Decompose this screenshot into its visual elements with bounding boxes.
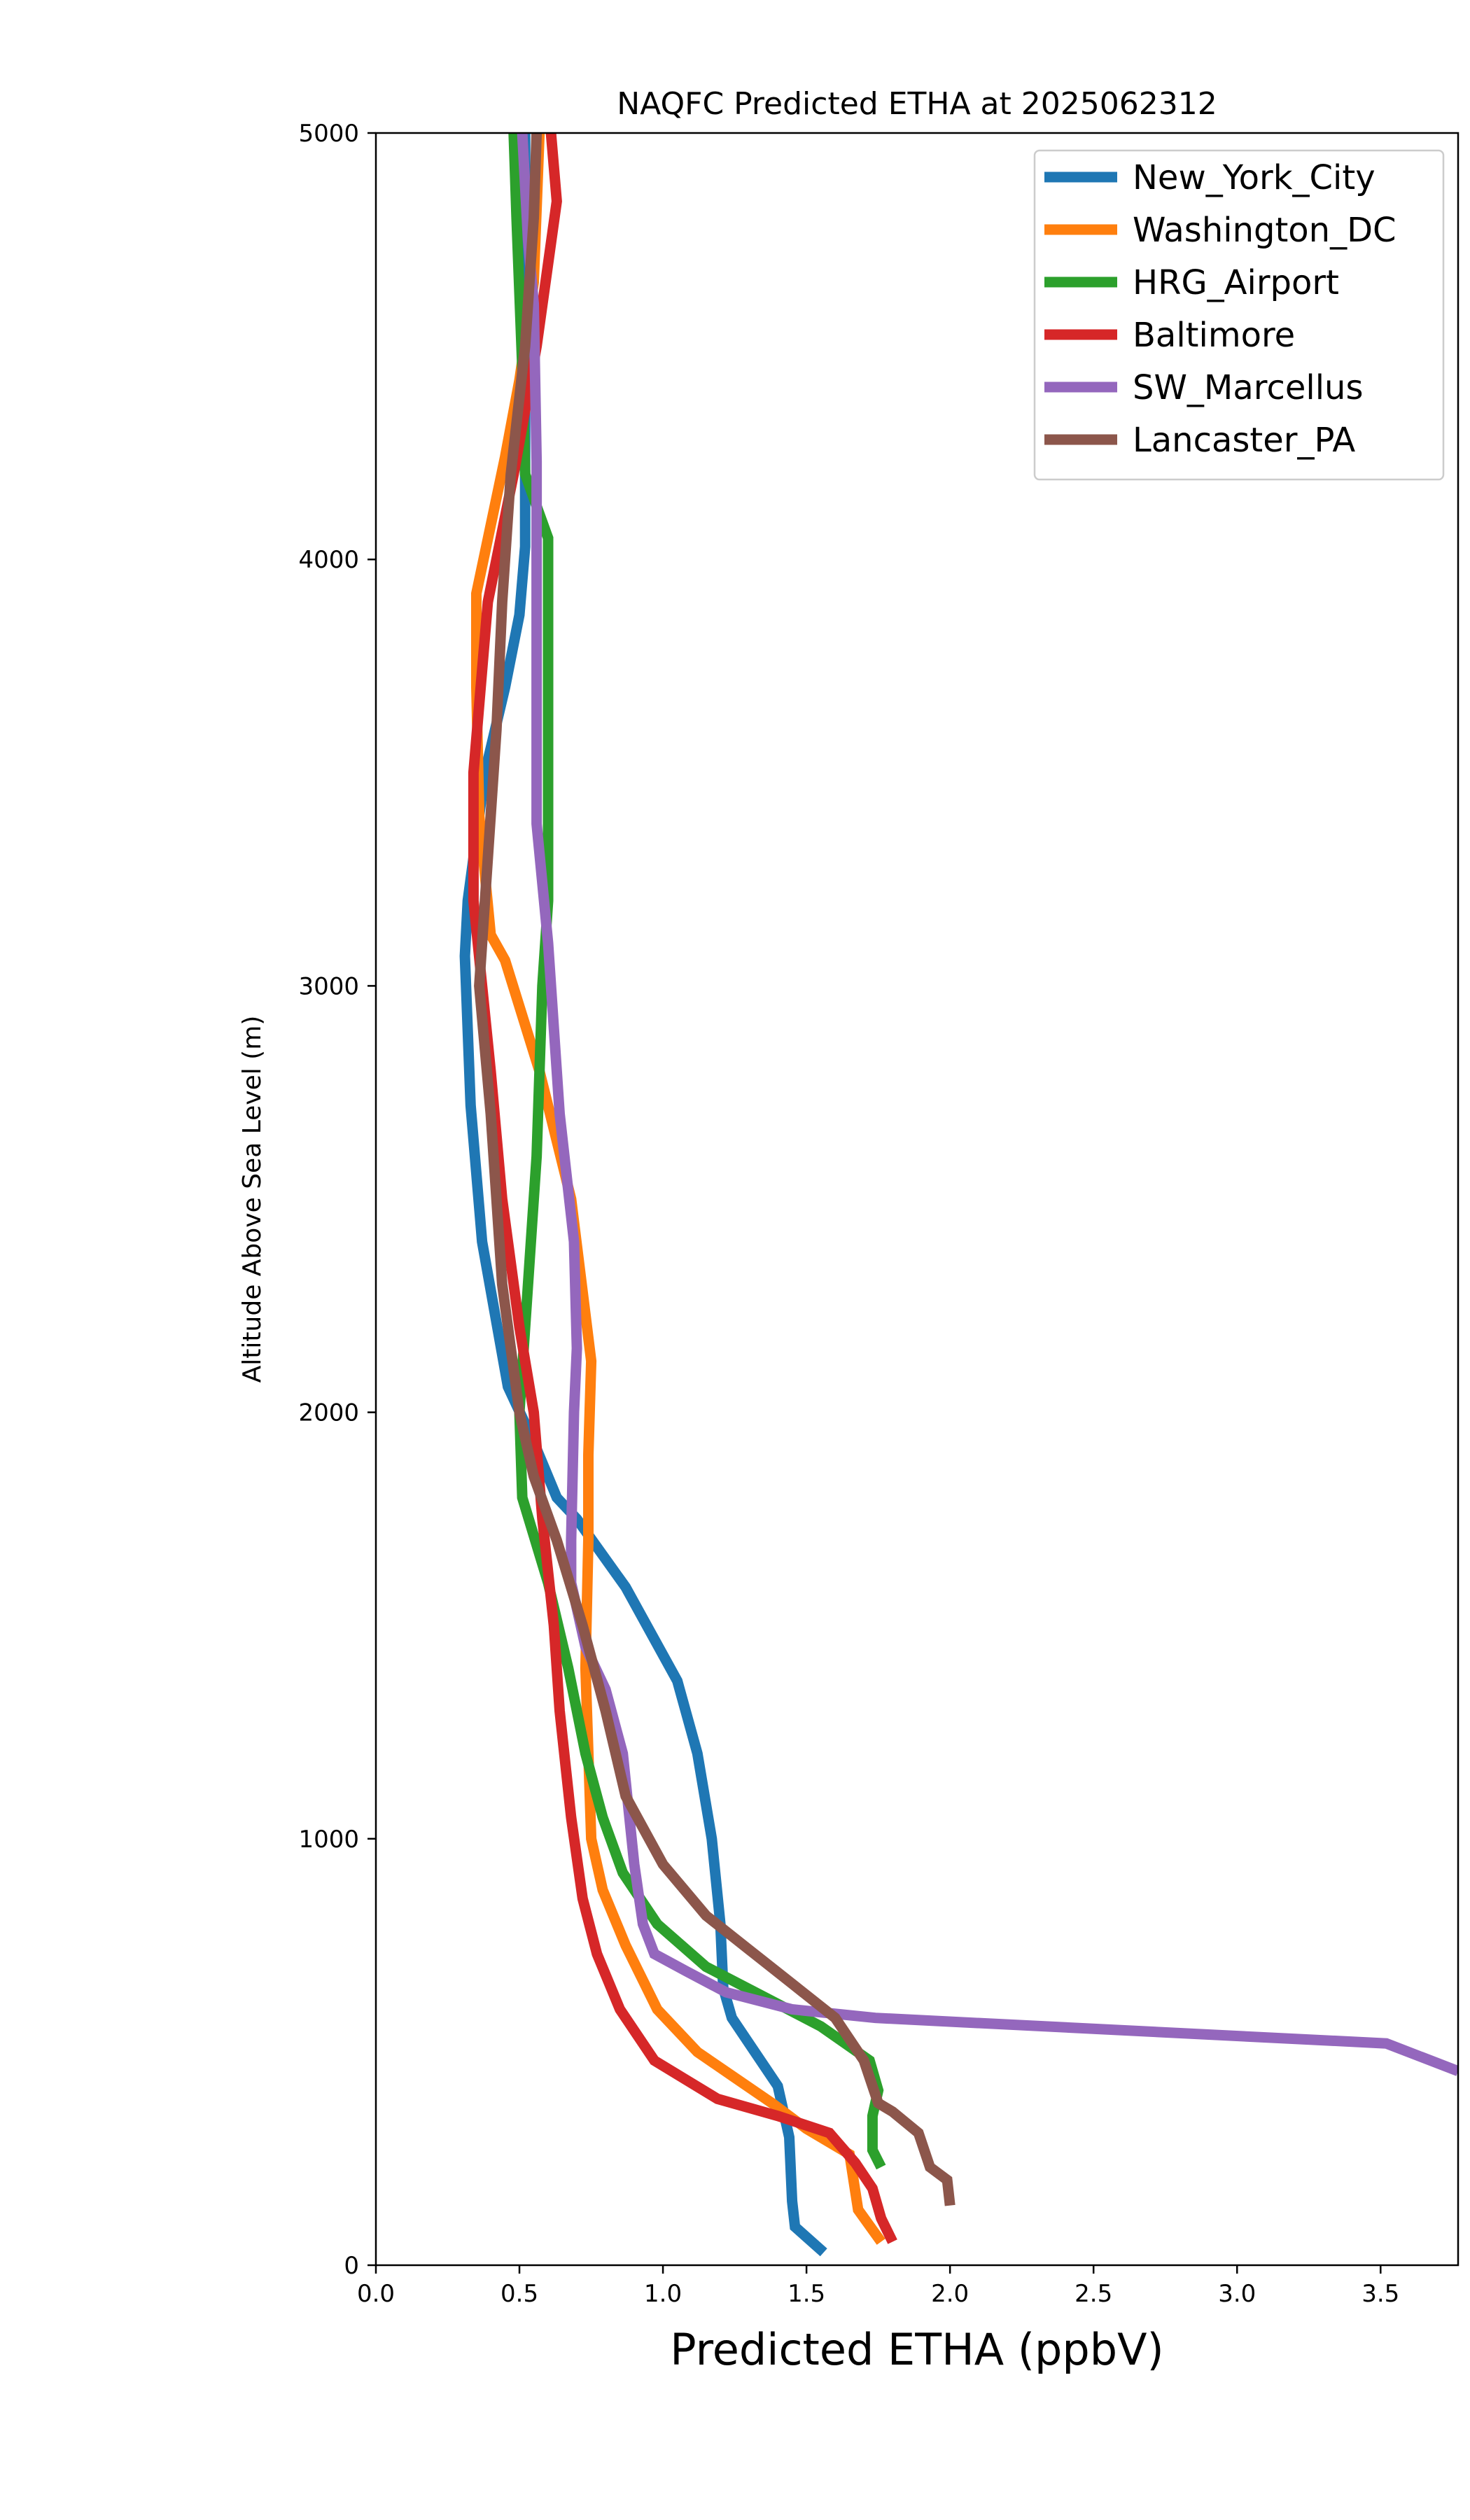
legend: New_York_City Washington_DC HRG_Airport Bal… bbox=[1033, 149, 1445, 481]
x-tick-label: 2.5 bbox=[1074, 2280, 1112, 2308]
legend-box bbox=[1033, 149, 1445, 481]
legend-label: Lancaster_PA bbox=[1133, 421, 1355, 460]
y-axis: 0 1000 2000 3000 4000 5000 bbox=[298, 120, 376, 2280]
x-tick-label: 0.5 bbox=[500, 2280, 538, 2308]
x-tick-label: 3.5 bbox=[1362, 2280, 1399, 2308]
series-line-baltimore bbox=[468, 133, 897, 2244]
chart-title: NAQFC Predicted ETHA at 2025062312 bbox=[617, 86, 1217, 122]
legend-label: HRG_Airport bbox=[1133, 263, 1339, 302]
y-tick-label: 1000 bbox=[298, 1826, 359, 1854]
legend-label: Baltimore bbox=[1133, 316, 1295, 355]
legend-label: New_York_City bbox=[1133, 158, 1376, 197]
plot-area-frame bbox=[374, 132, 1460, 2267]
series-line-hrg-airport bbox=[508, 133, 886, 2170]
y-axis-label: Altitude Above Sea Level (m) bbox=[238, 1016, 267, 1383]
series-line-lancaster-pa bbox=[474, 133, 955, 2206]
x-tick-label: 1.0 bbox=[644, 2280, 682, 2308]
y-tick-label: 5000 bbox=[298, 120, 359, 148]
x-tick-label: 0.0 bbox=[357, 2280, 395, 2308]
x-tick-label: 2.0 bbox=[931, 2280, 969, 2308]
x-tick-label: 1.5 bbox=[788, 2280, 825, 2308]
x-axis-label: Predicted ETHA (ppbV) bbox=[670, 2324, 1163, 2375]
y-tick-label: 3000 bbox=[298, 972, 359, 1000]
y-tick-label: 2000 bbox=[298, 1399, 359, 1427]
legend-label: Washington_DC bbox=[1133, 211, 1396, 250]
y-tick-label: 4000 bbox=[298, 546, 359, 574]
y-tick-label: 0 bbox=[344, 2252, 359, 2280]
series-lines bbox=[459, 133, 1458, 2257]
x-axis: 0.0 0.5 1.0 1.5 2.0 2.5 3.0 3.5 bbox=[357, 2265, 1399, 2308]
legend-label: SW_Marcellus bbox=[1133, 368, 1363, 407]
x-tick-label: 3.0 bbox=[1218, 2280, 1256, 2308]
series-line-washington-dc bbox=[471, 133, 886, 2245]
